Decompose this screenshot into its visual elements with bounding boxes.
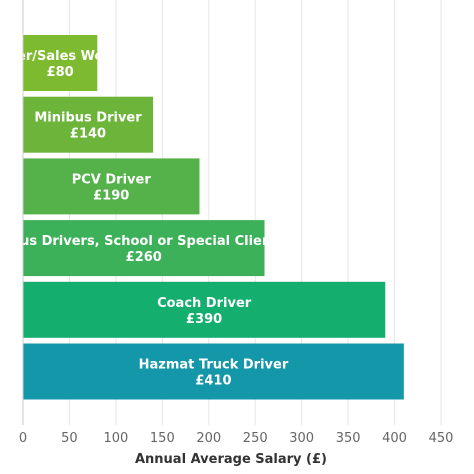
bar	[23, 96, 154, 153]
bar-category-label: Bus Drivers, School or Special Client	[10, 234, 277, 249]
bar-category-label: Hazmat Truck Driver	[139, 358, 289, 373]
x-tick-label: 50	[61, 431, 78, 446]
x-tick-label: 100	[103, 431, 128, 446]
x-tick-label: 0	[19, 431, 27, 446]
bar-category-label: Minibus Driver	[34, 111, 142, 126]
bar	[23, 281, 386, 338]
bars-group: Driver/Sales Worker£80 Minibus Driver£140…	[0, 35, 404, 400]
x-axis-title: Annual Average Salary (£)	[135, 452, 327, 467]
bar	[23, 220, 265, 277]
bar-value-label: £390	[186, 312, 222, 327]
x-tick-label: 250	[243, 431, 268, 446]
grid-lines	[68, 0, 442, 425]
bar-value-label: £260	[126, 250, 162, 265]
x-tick-label: 350	[336, 431, 361, 446]
bar	[23, 35, 98, 91]
bar-value-label: £140	[70, 127, 106, 142]
x-axis-ticks: 0 50 100 150 200 250 300 350 400 450	[19, 431, 454, 446]
x-tick-label: 200	[196, 431, 221, 446]
bar-category-label: PCV Driver	[72, 172, 152, 187]
bar-value-label: £410	[195, 374, 231, 389]
x-tick-label: 150	[150, 431, 175, 446]
bar-value-label: £190	[93, 188, 129, 203]
bar-category-label: Coach Driver	[157, 296, 252, 311]
bar-category-label: Driver/Sales Worker	[0, 49, 134, 64]
x-tick-label: 400	[382, 431, 407, 446]
bar-value-label: £80	[47, 65, 74, 80]
bar	[23, 343, 404, 400]
bar	[23, 158, 200, 215]
x-tick-label: 450	[429, 431, 454, 446]
x-tick-label: 300	[289, 431, 314, 446]
